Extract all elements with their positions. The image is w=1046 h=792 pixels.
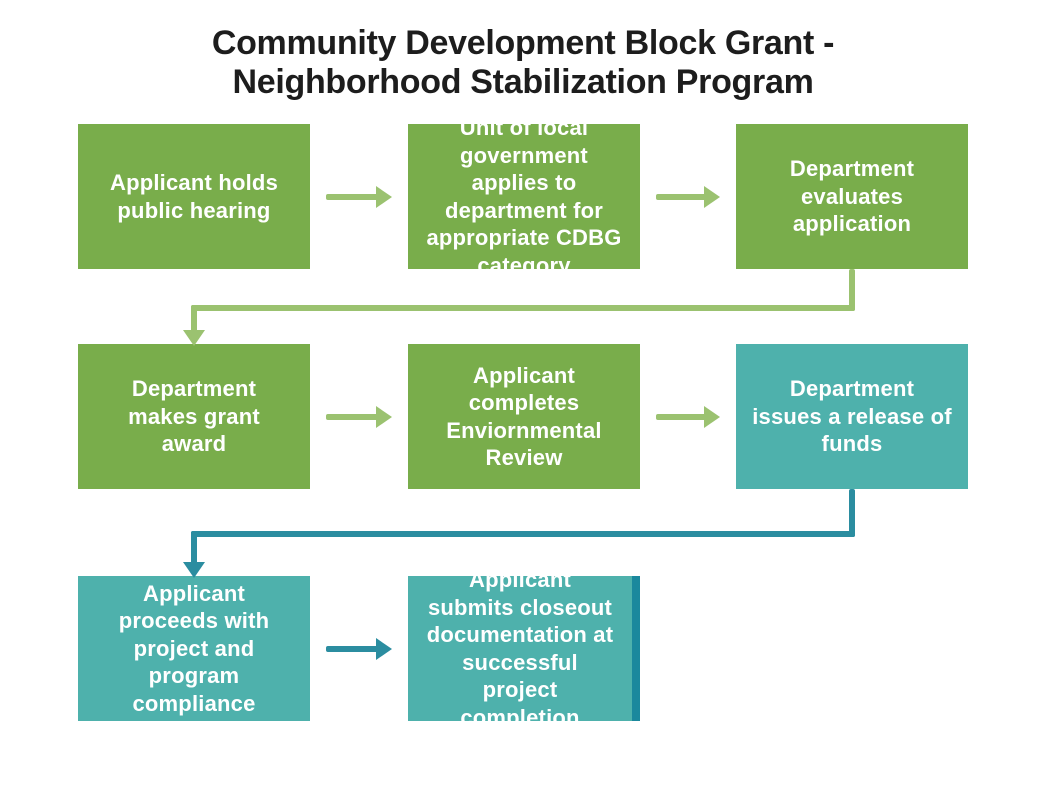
arrow-right-icon <box>326 646 392 652</box>
flow-box-label: Applicant submits closeout documentation… <box>424 566 616 731</box>
flow-box-label: Unit of local government applies to depa… <box>424 114 624 279</box>
flow-box-label: Department issues a release of funds <box>752 375 952 458</box>
flow-box-b6: Department issues a release of funds <box>736 344 968 489</box>
flow-box-label: Department makes grant award <box>94 375 294 458</box>
flow-box-label: Applicant holds public hearing <box>94 169 294 224</box>
arrow-right-icon <box>326 194 392 200</box>
flow-box-b7: Applicant proceeds with project and prog… <box>78 576 310 721</box>
arrow-right-icon <box>326 414 392 420</box>
flow-box-label: Applicant completes Enviornmental Review <box>424 362 624 472</box>
flow-box-b4: Department makes grant award <box>78 344 310 489</box>
flowchart-canvas: Applicant holds public hearing Unit of lo… <box>0 0 1046 792</box>
flow-box-b5: Applicant completes Enviornmental Review <box>408 344 640 489</box>
arrow-right-icon <box>656 194 720 200</box>
arrow-right-icon <box>656 414 720 420</box>
flow-box-b1: Applicant holds public hearing <box>78 124 310 269</box>
flow-box-b3: Department evaluates application <box>736 124 968 269</box>
flow-box-b8: Applicant submits closeout documentation… <box>408 576 640 721</box>
flow-box-label: Department evaluates application <box>752 155 952 238</box>
flow-box-b2: Unit of local government applies to depa… <box>408 124 640 269</box>
flow-box-label: Applicant proceeds with project and prog… <box>94 580 294 718</box>
